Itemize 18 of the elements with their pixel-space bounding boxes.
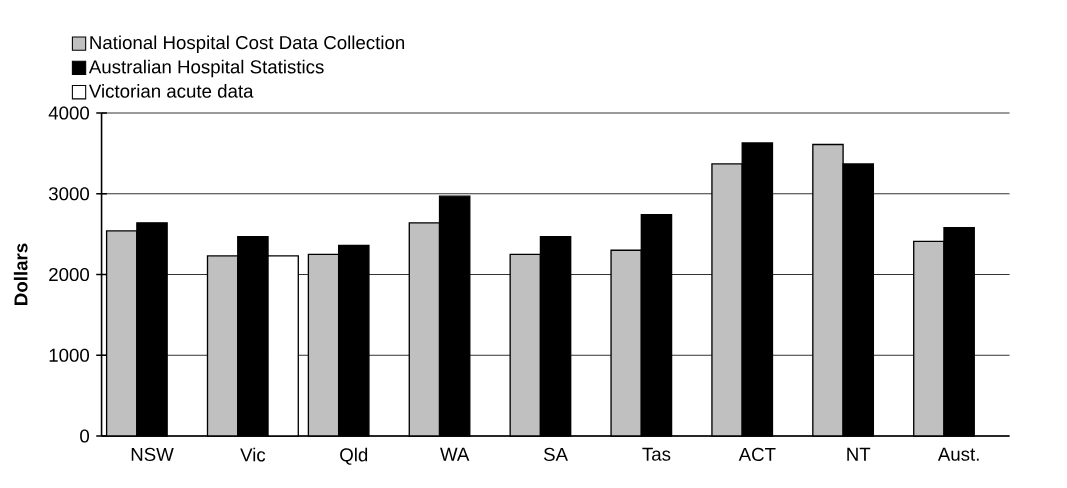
legend-label: Australian Hospital Statistics <box>88 59 324 78</box>
x-tick-label: Aust. <box>937 447 979 461</box>
x-tick-label: ACT <box>738 447 776 462</box>
x-tick-label: SA <box>543 447 568 462</box>
y-tick-label: 2000 <box>49 267 90 282</box>
x-tick-label: Tas <box>642 447 671 461</box>
legend-label: Victorian acute data <box>88 84 254 98</box>
x-tick-label: NSW <box>131 447 174 462</box>
y-axis-title: Dollars <box>13 243 28 305</box>
y-tick-label: 0 <box>80 429 90 443</box>
y-tick-label: 4000 <box>48 106 90 120</box>
x-tick-label: Vic <box>240 447 266 462</box>
x-tick-label: WA <box>440 447 470 461</box>
x-tick-label: NT <box>847 447 871 461</box>
legend-label: National Hospital Cost Data Collection <box>90 35 405 53</box>
y-tick-label: 3000 <box>48 187 90 201</box>
y-tick-label: 1000 <box>49 348 90 362</box>
x-tick-label: Qld <box>340 447 368 465</box>
